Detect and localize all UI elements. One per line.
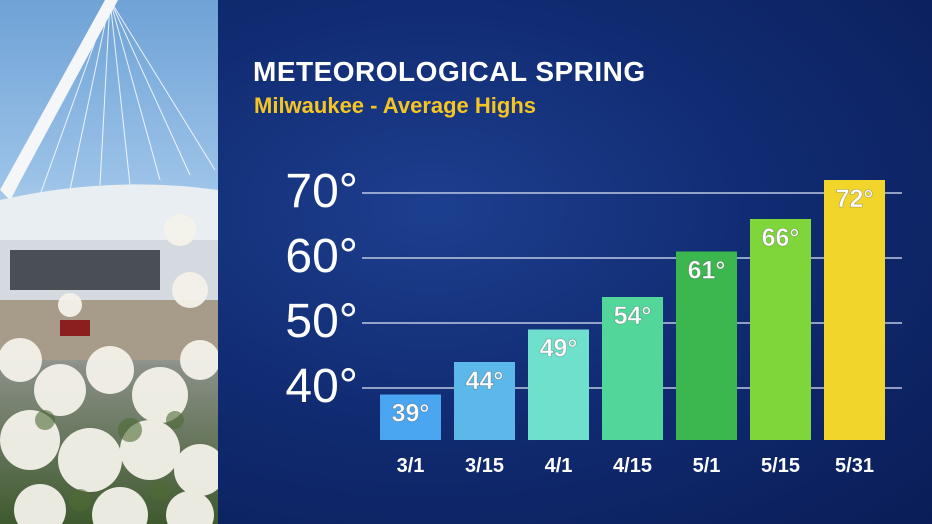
- museum-illustration: [0, 0, 218, 524]
- bar-value-label: 39°: [392, 400, 430, 428]
- x-tick-label: 3/15: [465, 455, 504, 477]
- y-tick-label: 70°: [285, 165, 358, 218]
- x-tick-label: 5/15: [761, 455, 800, 477]
- x-tick-label: 4/1: [545, 455, 573, 477]
- bar: [750, 219, 811, 440]
- milwaukee-art-museum-photo: [0, 0, 218, 524]
- chart-title: METEOROLOGICAL SPRING: [253, 56, 646, 87]
- y-tick-label: 60°: [285, 230, 358, 283]
- x-tick-label: 4/15: [613, 455, 652, 477]
- x-tick-label: 5/31: [835, 455, 874, 477]
- bar: [454, 362, 515, 440]
- bar-value-label: 61°: [688, 257, 726, 285]
- bar: [380, 394, 441, 440]
- bar: [824, 180, 885, 440]
- bar-value-label: 66°: [762, 224, 800, 252]
- bar-value-label: 49°: [540, 335, 578, 363]
- y-tick-label: 40°: [285, 360, 358, 413]
- bar-value-label: 72°: [836, 185, 874, 213]
- bar-value-label: 54°: [614, 302, 652, 330]
- bar: [676, 251, 737, 440]
- chart-subtitle: Milwaukee - Average Highs: [254, 93, 537, 118]
- x-tick-label: 3/1: [397, 455, 425, 477]
- x-tick-label: 5/1: [693, 455, 721, 477]
- y-tick-label: 50°: [285, 295, 358, 348]
- bar: [528, 329, 589, 440]
- bar-value-label: 44°: [466, 367, 504, 395]
- bar: [602, 297, 663, 440]
